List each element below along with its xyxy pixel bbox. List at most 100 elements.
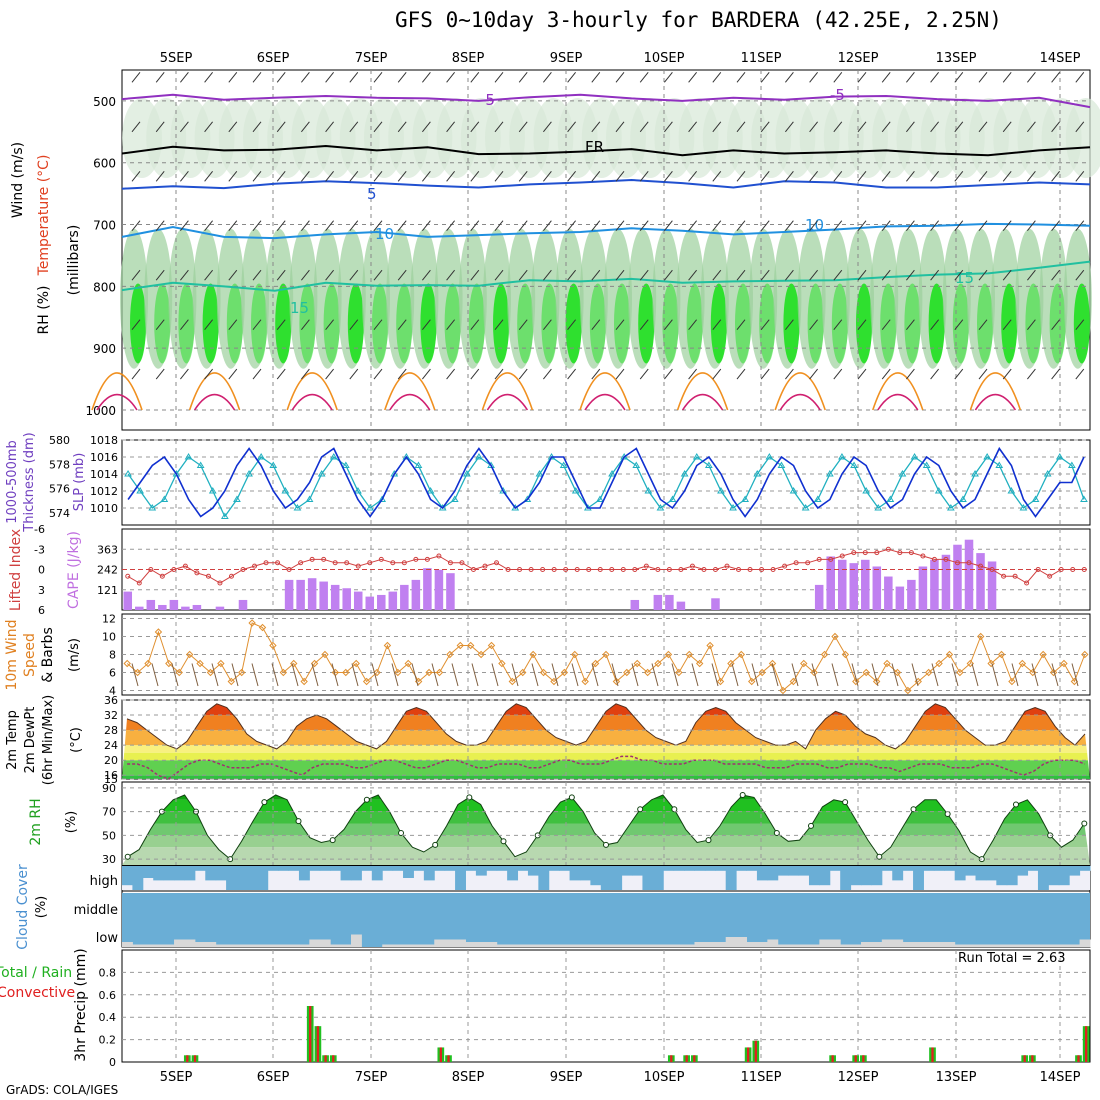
cloud-low-bar [913, 942, 924, 947]
cloud-high-bar [725, 866, 737, 890]
cloud-high-bar [673, 866, 685, 871]
lifted-point [540, 567, 546, 572]
cloud-high-bar [985, 866, 997, 881]
cape-bar [400, 584, 409, 610]
lifted-point [194, 570, 200, 576]
thickness-point [450, 495, 459, 502]
wind10-barb [1071, 663, 1079, 687]
cloud-low-bar [1048, 944, 1060, 947]
cape-bar [907, 579, 916, 610]
wind10-point [883, 659, 891, 668]
lifted-point [770, 567, 776, 572]
cape-bar [676, 601, 686, 610]
wind-barb [1002, 72, 1012, 83]
wind10-barb [511, 663, 519, 687]
wind10-tick-label: 6 [109, 667, 116, 680]
wind-barb [688, 170, 697, 182]
lifted-point [805, 560, 811, 566]
rh-blob-high [638, 283, 655, 364]
cloud-low-bar [788, 944, 800, 947]
cloud-high-bar [132, 866, 144, 890]
convective-bar [316, 1026, 320, 1062]
rh-point [705, 837, 712, 844]
wind-barb [664, 170, 673, 182]
wind10-point [987, 659, 995, 668]
wind-barb [301, 72, 310, 83]
lifted-tick-label: 6 [38, 604, 45, 617]
cape-bar [181, 606, 190, 610]
cloud-high-bar [434, 866, 446, 871]
wind10-point [175, 668, 183, 677]
wind-barb [567, 72, 576, 83]
cloud-low-bar [829, 939, 841, 947]
thickness-point [136, 487, 145, 494]
rh-tick-label: 70 [102, 806, 116, 819]
wind-barb [809, 72, 818, 83]
wind-barb [131, 170, 141, 182]
thickness-point [704, 461, 713, 468]
wind-barb [881, 220, 891, 232]
wind-barb [470, 220, 480, 232]
lifted-point [1081, 567, 1087, 572]
lifted-point [793, 560, 799, 566]
cloud-high-bar [122, 866, 133, 886]
wind-barb [785, 220, 794, 232]
wind-barb [131, 121, 141, 133]
wind-barb [833, 319, 843, 330]
rh-blob-high [831, 283, 848, 364]
pressure-tick-label: 800 [93, 280, 116, 294]
convective-bar [746, 1047, 750, 1062]
cloud-low-bar [340, 944, 352, 947]
wind-barb [785, 269, 794, 281]
convective-bar [324, 1055, 327, 1062]
wind-barb [978, 319, 988, 330]
axis-label-minmax: (6hr Min/Max) [41, 695, 56, 785]
rh-blob-high [517, 283, 534, 364]
cloud-low-bar [652, 944, 664, 947]
wind10-point [394, 668, 402, 677]
convective-bar [854, 1055, 857, 1062]
wind-barb [494, 170, 504, 182]
cloud-low-bar [507, 944, 519, 947]
wind-barb [857, 368, 867, 380]
wind-barb [325, 72, 334, 83]
thickness-point [608, 470, 616, 477]
wind-barb [857, 319, 867, 330]
wind-barb [1051, 319, 1060, 330]
cloud-low-bar [309, 939, 321, 947]
cloud-low-bar [319, 939, 331, 947]
wind-barb [615, 170, 625, 182]
wind10-tick-label: 4 [109, 685, 116, 698]
isotherm-20 [481, 372, 534, 411]
wind-barb [252, 220, 262, 232]
wind-barb [1075, 121, 1085, 133]
wind-barb [760, 319, 770, 330]
cloud-low-bar [985, 944, 997, 947]
wind-barb [470, 170, 480, 182]
rh-blob-high [1001, 283, 1018, 364]
wind10-point [841, 650, 850, 659]
wind10-barb [711, 663, 719, 687]
panel-thickness [121, 439, 1091, 526]
wind10-point [144, 659, 152, 668]
lifted-point [159, 573, 165, 579]
cloud-low-bar [174, 939, 185, 947]
wind10-point [123, 659, 131, 668]
wind-barb [1002, 368, 1012, 380]
wind-barb [639, 220, 649, 232]
temp-band [122, 745, 1090, 753]
lifted-point [436, 553, 442, 559]
cloud-low-bar [684, 944, 695, 947]
lifted-point [701, 567, 707, 572]
convective-bar [831, 1055, 834, 1062]
isotherm-20 [872, 372, 924, 411]
isotherm-25 [486, 393, 529, 411]
wind10-point [529, 650, 537, 659]
cloud-low-bar [298, 944, 310, 947]
wind-barb [252, 72, 262, 83]
cloud-low-bar [153, 944, 165, 947]
wind-barb [639, 170, 649, 182]
wind-barb [857, 269, 867, 281]
cloud-high-bar [184, 866, 196, 881]
isotherm-20 [969, 372, 1022, 411]
